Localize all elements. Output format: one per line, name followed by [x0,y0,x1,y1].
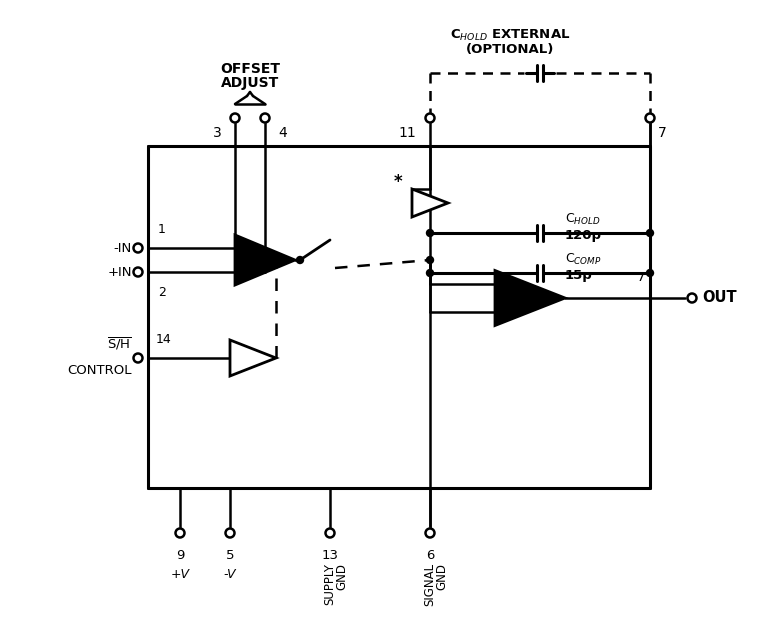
Circle shape [133,354,143,362]
Text: 3: 3 [213,126,222,140]
Text: SUPPLY: SUPPLY [324,563,337,605]
Polygon shape [495,271,565,325]
Circle shape [687,293,696,303]
Circle shape [133,244,143,252]
Text: 2: 2 [158,286,166,299]
Text: OUT: OUT [702,291,736,305]
Text: +V: +V [170,568,189,581]
Circle shape [426,256,433,264]
Text: GND: GND [436,563,449,590]
Circle shape [646,114,654,122]
Circle shape [176,529,185,538]
Text: (OPTIONAL): (OPTIONAL) [466,43,555,55]
Text: 1: 1 [158,223,166,236]
Text: 7: 7 [658,126,667,140]
Text: C$_{HOLD}$ EXTERNAL: C$_{HOLD}$ EXTERNAL [449,28,570,43]
Text: CONTROL: CONTROL [67,364,132,377]
Circle shape [225,529,235,538]
Circle shape [325,529,334,538]
Text: 7: 7 [637,271,645,284]
Polygon shape [235,235,295,285]
Circle shape [133,268,143,276]
Circle shape [426,114,434,122]
Circle shape [647,269,653,276]
Text: 13: 13 [321,549,338,562]
Text: C$_{COMP}$: C$_{COMP}$ [565,251,601,266]
Polygon shape [230,340,276,376]
Polygon shape [412,189,448,217]
Text: *: * [393,173,402,191]
Circle shape [426,229,433,237]
Text: 120p: 120p [565,229,602,242]
Text: 9: 9 [176,549,184,562]
Circle shape [297,256,304,264]
Text: -V: -V [224,568,236,581]
Text: 14: 14 [156,333,172,346]
Text: +IN: +IN [107,266,132,278]
Circle shape [261,114,269,122]
Text: SIGNAL: SIGNAL [423,563,436,606]
Text: GND: GND [335,563,348,590]
Text: 11: 11 [398,126,416,140]
Circle shape [647,229,653,237]
Text: $\overline{\mathrm{S/H}}$: $\overline{\mathrm{S/H}}$ [107,335,132,352]
Circle shape [426,269,433,276]
Text: -IN: -IN [114,242,132,254]
Text: ADJUST: ADJUST [221,76,279,90]
Circle shape [231,114,239,122]
Text: 6: 6 [426,549,434,562]
Text: 15p: 15p [565,269,593,281]
Circle shape [426,529,434,538]
Text: 5: 5 [225,549,234,562]
Text: 4: 4 [278,126,287,140]
Text: C$_{HOLD}$: C$_{HOLD}$ [565,212,601,227]
Text: OFFSET: OFFSET [220,62,280,76]
